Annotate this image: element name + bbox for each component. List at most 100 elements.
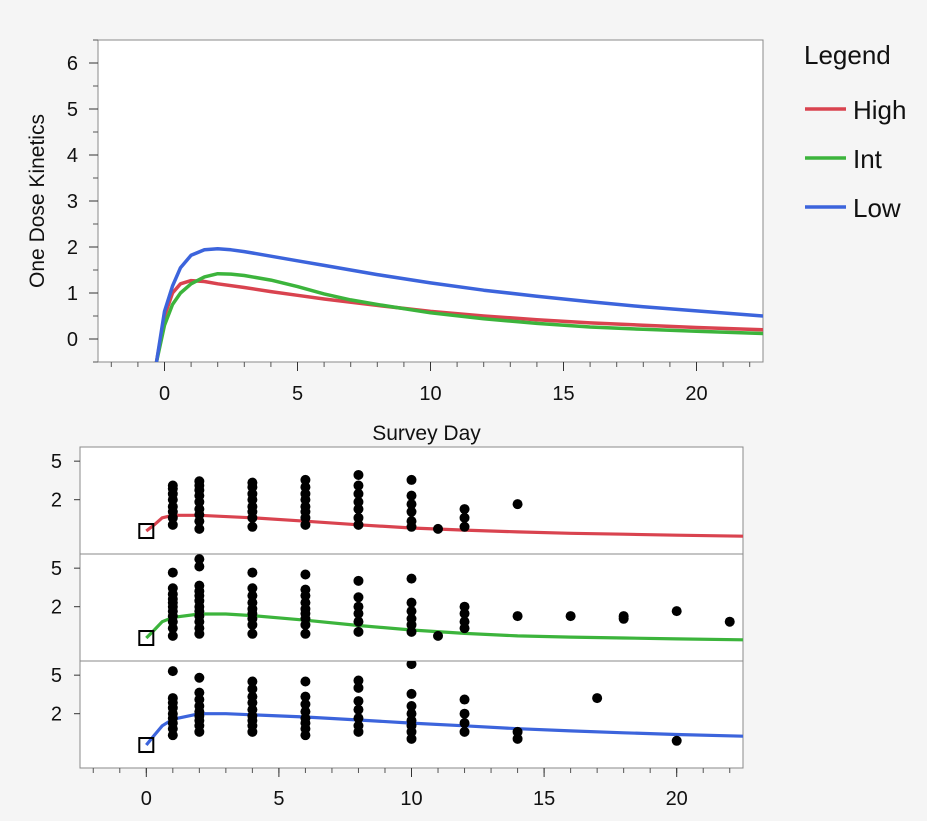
data-point: [194, 628, 205, 639]
data-point: [300, 512, 311, 523]
data-point: [353, 626, 364, 637]
fit-curve-int: [145, 612, 743, 642]
data-point: [459, 512, 470, 523]
data-point: [194, 523, 205, 534]
data-point: [300, 676, 311, 687]
data-point: [724, 616, 735, 627]
data-point: [459, 623, 470, 634]
data-point: [194, 672, 205, 683]
x-tick-label: 20: [666, 788, 688, 810]
x-tick-label: 15: [533, 788, 555, 810]
x-tick-label: 20: [685, 383, 707, 405]
data-point: [247, 567, 258, 578]
data-point: [406, 726, 417, 737]
data-point: [406, 606, 417, 617]
data-point: [459, 504, 470, 515]
legend-label-low: Low: [853, 193, 901, 223]
panel-y-tick-label: 2: [51, 704, 62, 726]
data-point: [353, 469, 364, 480]
data-point: [167, 666, 178, 677]
data-point: [247, 494, 258, 505]
data-point: [353, 616, 364, 627]
data-point: [353, 575, 364, 586]
y-tick-label: 0: [67, 329, 78, 351]
data-point: [406, 490, 417, 501]
data-point: [459, 608, 470, 619]
data-point: [353, 704, 364, 715]
data-point: [406, 688, 417, 699]
data-point: [353, 480, 364, 491]
data-point: [406, 733, 417, 744]
data-point: [300, 628, 311, 639]
panel-y-tick-label: 2: [51, 490, 62, 512]
data-point: [459, 601, 470, 612]
data-point: [353, 726, 364, 737]
series-line-high: [154, 278, 763, 362]
x-tick-label: 5: [292, 383, 303, 405]
data-point: [353, 696, 364, 707]
data-point: [433, 630, 444, 641]
fit-curve-low: [145, 712, 743, 747]
data-point: [247, 583, 258, 594]
x-tick-label: 15: [552, 383, 574, 405]
x-tick-label: 5: [273, 788, 284, 810]
data-point: [247, 683, 258, 694]
data-point: [592, 693, 603, 704]
data-point: [247, 628, 258, 639]
data-point: [167, 512, 178, 523]
data-point: [353, 608, 364, 619]
data-point: [459, 726, 470, 737]
x-tick-label: 10: [400, 788, 422, 810]
x-axis-label: Survey Day: [372, 422, 481, 445]
data-point: [300, 474, 311, 485]
y-tick-label: 6: [67, 53, 78, 75]
data-point: [565, 611, 576, 622]
data-point: [406, 474, 417, 485]
data-point: [194, 687, 205, 698]
data-point: [406, 499, 417, 510]
data-point: [167, 567, 178, 578]
baseline-marker: [138, 630, 155, 647]
data-point: [512, 611, 523, 622]
data-point: [459, 718, 470, 729]
legend-label-high: High: [853, 95, 906, 125]
data-point: [167, 630, 178, 641]
data-point: [353, 496, 364, 507]
data-point: [459, 708, 470, 719]
data-point: [247, 521, 258, 532]
panel-y-tick-label: 5: [51, 558, 62, 580]
data-point: [300, 494, 311, 505]
data-point: [300, 699, 311, 710]
y-tick-label: 4: [67, 145, 78, 167]
data-point: [406, 597, 417, 608]
panel-y-tick-label: 2: [51, 597, 62, 619]
data-point: [406, 626, 417, 637]
y-tick-label: 1: [67, 283, 78, 305]
data-point: [167, 494, 178, 505]
data-point: [406, 619, 417, 630]
data-point: [247, 676, 258, 687]
data-point: [433, 523, 444, 534]
data-point: [459, 694, 470, 705]
data-point: [300, 519, 311, 530]
y-tick-label: 5: [67, 99, 78, 121]
data-point: [353, 675, 364, 686]
data-point: [167, 623, 178, 634]
data-point: [247, 512, 258, 523]
data-point: [167, 519, 178, 530]
data-point: [353, 713, 364, 724]
data-point: [406, 521, 417, 532]
data-point: [167, 730, 178, 741]
data-point: [247, 590, 258, 601]
data-point: [353, 488, 364, 499]
data-point: [247, 726, 258, 737]
data-point: [671, 735, 682, 746]
data-point: [194, 496, 205, 507]
data-point: [618, 613, 629, 624]
data-point: [353, 601, 364, 612]
x-tick-label: 0: [159, 383, 170, 405]
data-point: [671, 606, 682, 617]
data-point: [194, 726, 205, 737]
series-line-low: [154, 247, 763, 362]
